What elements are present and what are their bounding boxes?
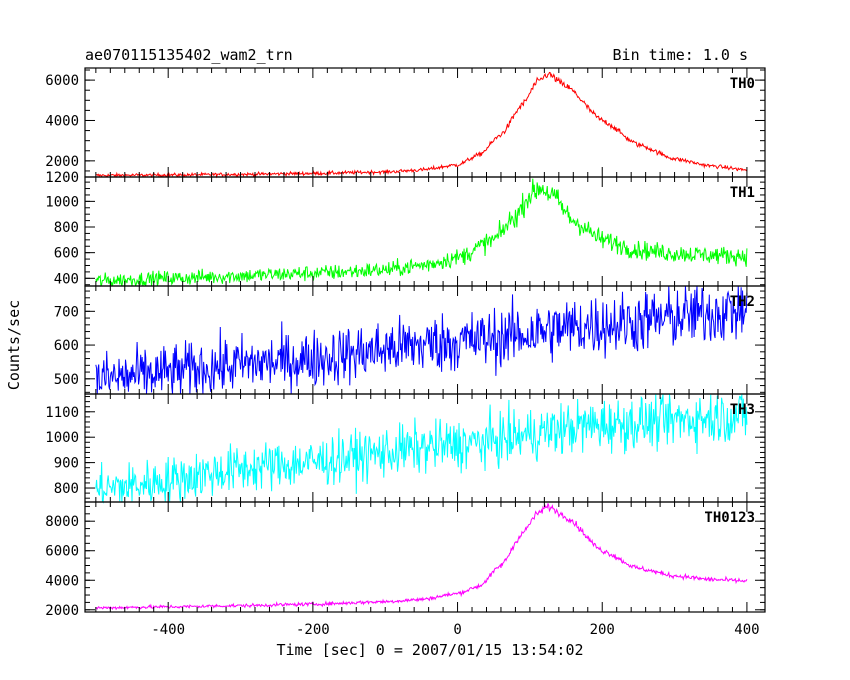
y-tick-label: 600	[54, 338, 79, 354]
panel-th1: 400 600 800 1000 TH1	[45, 176, 766, 287]
panel-label-th2: TH2	[730, 294, 755, 310]
panel-frame	[84, 176, 766, 287]
panel-th3: 800 900 1000 1100 TH3	[45, 393, 766, 504]
y-tick-label: 500	[54, 372, 79, 388]
y-tick-label: 800	[54, 220, 79, 236]
y-tick-label: 8000	[45, 514, 79, 530]
x-tick-label: 200	[590, 622, 615, 638]
series-line-th2	[95, 285, 748, 395]
bin-time-label: Bin time: 1.0 s	[613, 46, 748, 64]
y-tick-label: 600	[54, 246, 79, 262]
y-tick-label: 700	[54, 304, 79, 320]
y-tick-label: 4000	[45, 573, 79, 589]
panel-th2: 500 600 700 TH2	[54, 285, 766, 395]
panel-frame	[84, 285, 766, 395]
y-tick-label: 6000	[45, 73, 79, 89]
panel-label-th0123: TH0123	[704, 510, 755, 526]
panel-frame	[84, 501, 766, 613]
panel-label-th1: TH1	[730, 185, 755, 201]
y-axis-label: Counts/sec	[5, 300, 23, 390]
y-tick-label: 1100	[45, 405, 79, 421]
y-tick-label: 2000	[45, 603, 79, 619]
panel-label-th3: TH3	[730, 402, 755, 418]
y-tick-label: 4000	[45, 113, 79, 129]
y-tick-label: 900	[54, 456, 79, 472]
series-line-th3	[95, 393, 748, 504]
x-tick-label: -200	[296, 622, 330, 638]
y-tick-label: 1200	[45, 170, 79, 186]
series-line-th0123	[95, 503, 748, 611]
y-tick-label: 6000	[45, 544, 79, 560]
y-tick-label: 1000	[45, 430, 79, 446]
y-tick-label: 1000	[45, 194, 79, 210]
y-tick-label: 800	[54, 481, 79, 497]
series-line-th0	[95, 71, 748, 179]
chart-title: ae070115135402_wam2_trn	[85, 46, 293, 64]
panel-th0123: 2000 4000 6000 8000 TH0123	[45, 501, 766, 619]
y-tick-label: 2000	[45, 154, 79, 170]
x-tick-label: 0	[453, 622, 461, 638]
series-line-th1	[95, 178, 748, 287]
panel-label-th0: TH0	[730, 76, 755, 92]
x-tick-label: 400	[734, 622, 759, 638]
x-axis-label: Time [sec] 0 = 2007/01/15 13:54:02	[276, 641, 583, 659]
y-tick-label: 400	[54, 271, 79, 287]
x-tick-label: -400	[151, 622, 185, 638]
panel-frame	[84, 67, 766, 178]
